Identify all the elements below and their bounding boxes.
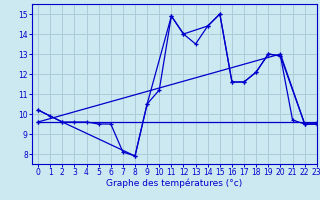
X-axis label: Graphe des températures (°c): Graphe des températures (°c) [106,179,243,188]
